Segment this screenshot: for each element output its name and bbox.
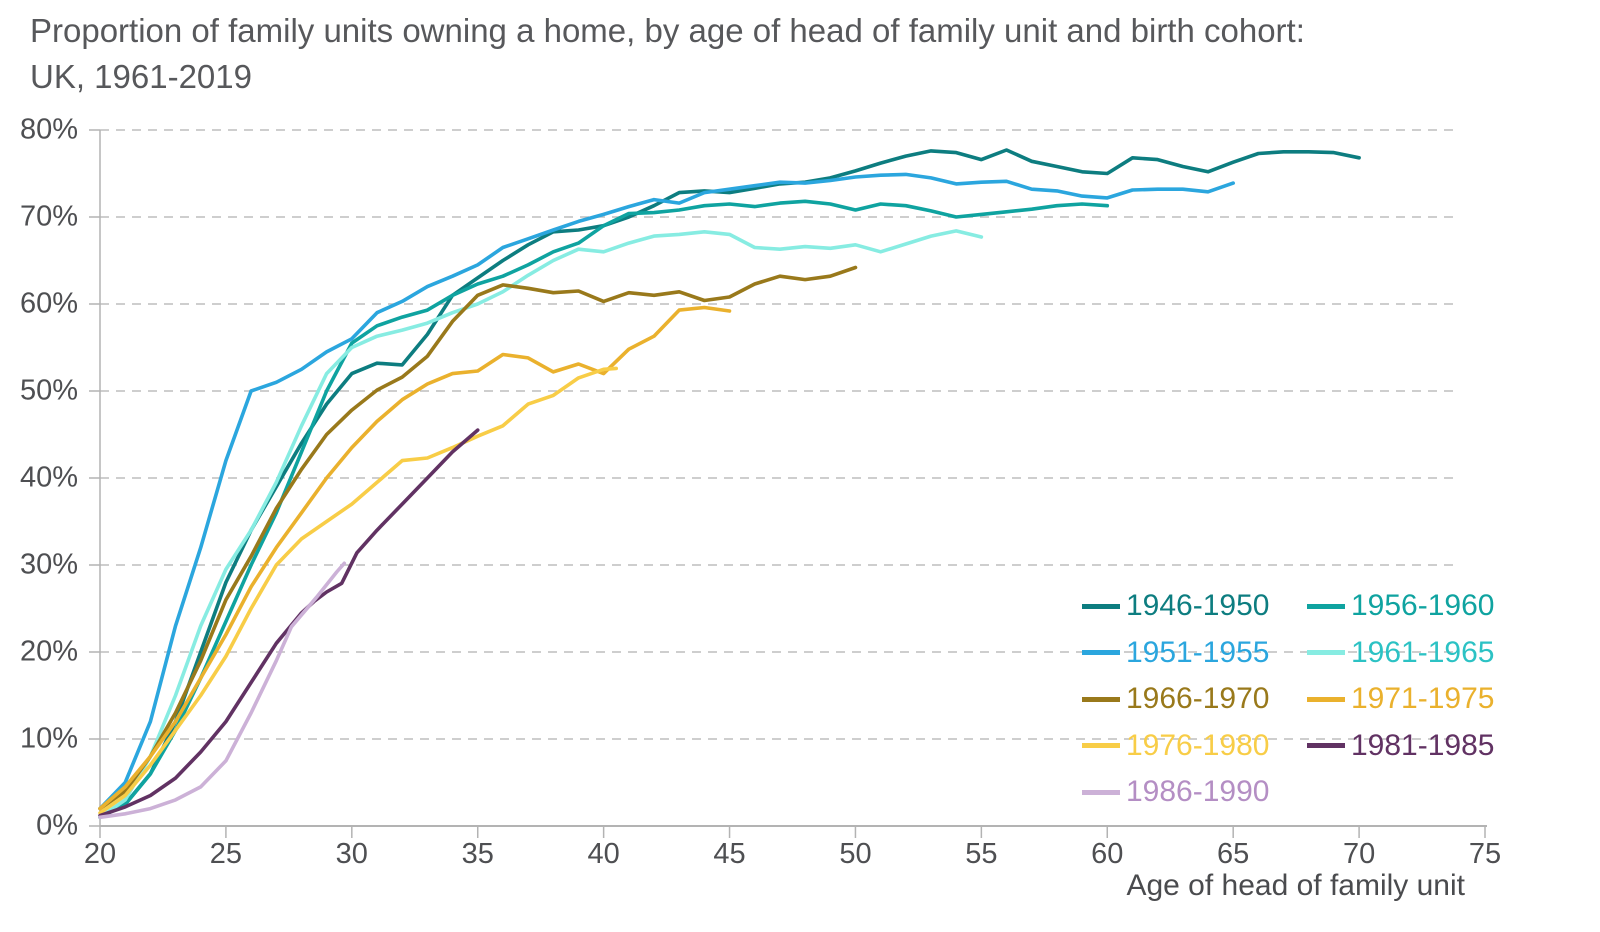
x-tick-label-65: 65 bbox=[1217, 838, 1250, 870]
legend-label-1956-1960: 1956-1960 bbox=[1351, 589, 1495, 623]
x-tick-label-55: 55 bbox=[965, 838, 998, 870]
y-tick-label-20%: 20% bbox=[19, 635, 78, 668]
legend-swatch-1981-1985 bbox=[1307, 743, 1345, 749]
y-tick-label-0%: 0% bbox=[36, 809, 78, 842]
series-line-1971-1975 bbox=[98, 305, 732, 811]
chart-title-line1: Proportion of family units owning a home… bbox=[30, 12, 1305, 49]
legend-label-1946-1950: 1946-1950 bbox=[1126, 589, 1270, 623]
x-tick-label-40: 40 bbox=[587, 838, 620, 870]
series-line-1966-1970 bbox=[98, 265, 858, 811]
legend-swatch-1951-1955 bbox=[1082, 650, 1120, 656]
legend-label-1981-1985: 1981-1985 bbox=[1351, 728, 1495, 762]
legend-label-1961-1965: 1961-1965 bbox=[1351, 635, 1495, 669]
legend-label-1971-1975: 1971-1975 bbox=[1351, 682, 1495, 716]
legend-swatch-1971-1975 bbox=[1307, 696, 1345, 702]
legend-item-1966-1970: 1966-1970 bbox=[1082, 682, 1307, 716]
x-tick-label-50: 50 bbox=[839, 838, 872, 870]
legend-item-1976-1980: 1976-1980 bbox=[1082, 729, 1307, 763]
series-line-1951-1955 bbox=[98, 172, 1235, 811]
legend-item-1961-1965: 1961-1965 bbox=[1307, 636, 1542, 670]
legend-swatch-1986-1990 bbox=[1082, 789, 1120, 795]
y-tick-label-60%: 60% bbox=[19, 287, 78, 320]
legend-swatch-1956-1960 bbox=[1307, 603, 1345, 609]
y-tick-label-70%: 70% bbox=[19, 200, 78, 233]
legend-item-1951-1955: 1951-1955 bbox=[1082, 636, 1307, 670]
x-tick-label-35: 35 bbox=[461, 838, 494, 870]
legend-label-1951-1955: 1951-1955 bbox=[1126, 635, 1270, 669]
x-tick-label-25: 25 bbox=[209, 838, 243, 870]
x-tick-label-60: 60 bbox=[1091, 838, 1124, 870]
series-line-1961-1965 bbox=[98, 229, 984, 820]
x-tick-label-70: 70 bbox=[1342, 838, 1376, 870]
legend-item-1986-1990: 1986-1990 bbox=[1082, 775, 1307, 809]
legend-swatch-1976-1980 bbox=[1082, 743, 1120, 749]
legend-swatch-1966-1970 bbox=[1082, 696, 1120, 702]
legend-label-1976-1980: 1976-1980 bbox=[1126, 728, 1270, 762]
series-line-1976-1980 bbox=[98, 366, 619, 815]
x-axis-title: Age of head of family unit bbox=[1126, 869, 1465, 902]
legend-item-1946-1950: 1946-1950 bbox=[1082, 589, 1307, 623]
legend-swatch-1946-1950 bbox=[1082, 603, 1120, 609]
legend-label-1986-1990: 1986-1990 bbox=[1126, 775, 1270, 809]
x-tick-label-45: 45 bbox=[713, 838, 746, 870]
legend-label-1966-1970: 1966-1970 bbox=[1126, 682, 1270, 716]
series-line-1986-1990 bbox=[98, 561, 347, 820]
y-tick-label-80%: 80% bbox=[19, 113, 78, 146]
chart-title: Proportion of family units owning a home… bbox=[30, 8, 1590, 100]
y-tick-label-40%: 40% bbox=[19, 461, 78, 494]
series-line-1956-1960 bbox=[98, 199, 1110, 820]
legend-item-1971-1975: 1971-1975 bbox=[1307, 682, 1542, 716]
chart-title-line2: UK, 1961-2019 bbox=[30, 58, 252, 95]
legend-item-1956-1960: 1956-1960 bbox=[1307, 589, 1542, 623]
y-tick-label-50%: 50% bbox=[19, 374, 78, 407]
x-tick-label-30: 30 bbox=[335, 838, 368, 870]
legend-swatch-1961-1965 bbox=[1307, 650, 1345, 656]
y-tick-label-30%: 30% bbox=[19, 548, 78, 581]
x-tick-label-20: 20 bbox=[83, 838, 117, 870]
legend-item-1981-1985: 1981-1985 bbox=[1307, 729, 1542, 763]
chart-legend: 1946-1950 1956-1960 1951-1955 1961-1965 1966… bbox=[1082, 583, 1542, 816]
y-tick-label-10%: 10% bbox=[19, 722, 78, 755]
x-tick-label-75: 75 bbox=[1468, 838, 1502, 870]
